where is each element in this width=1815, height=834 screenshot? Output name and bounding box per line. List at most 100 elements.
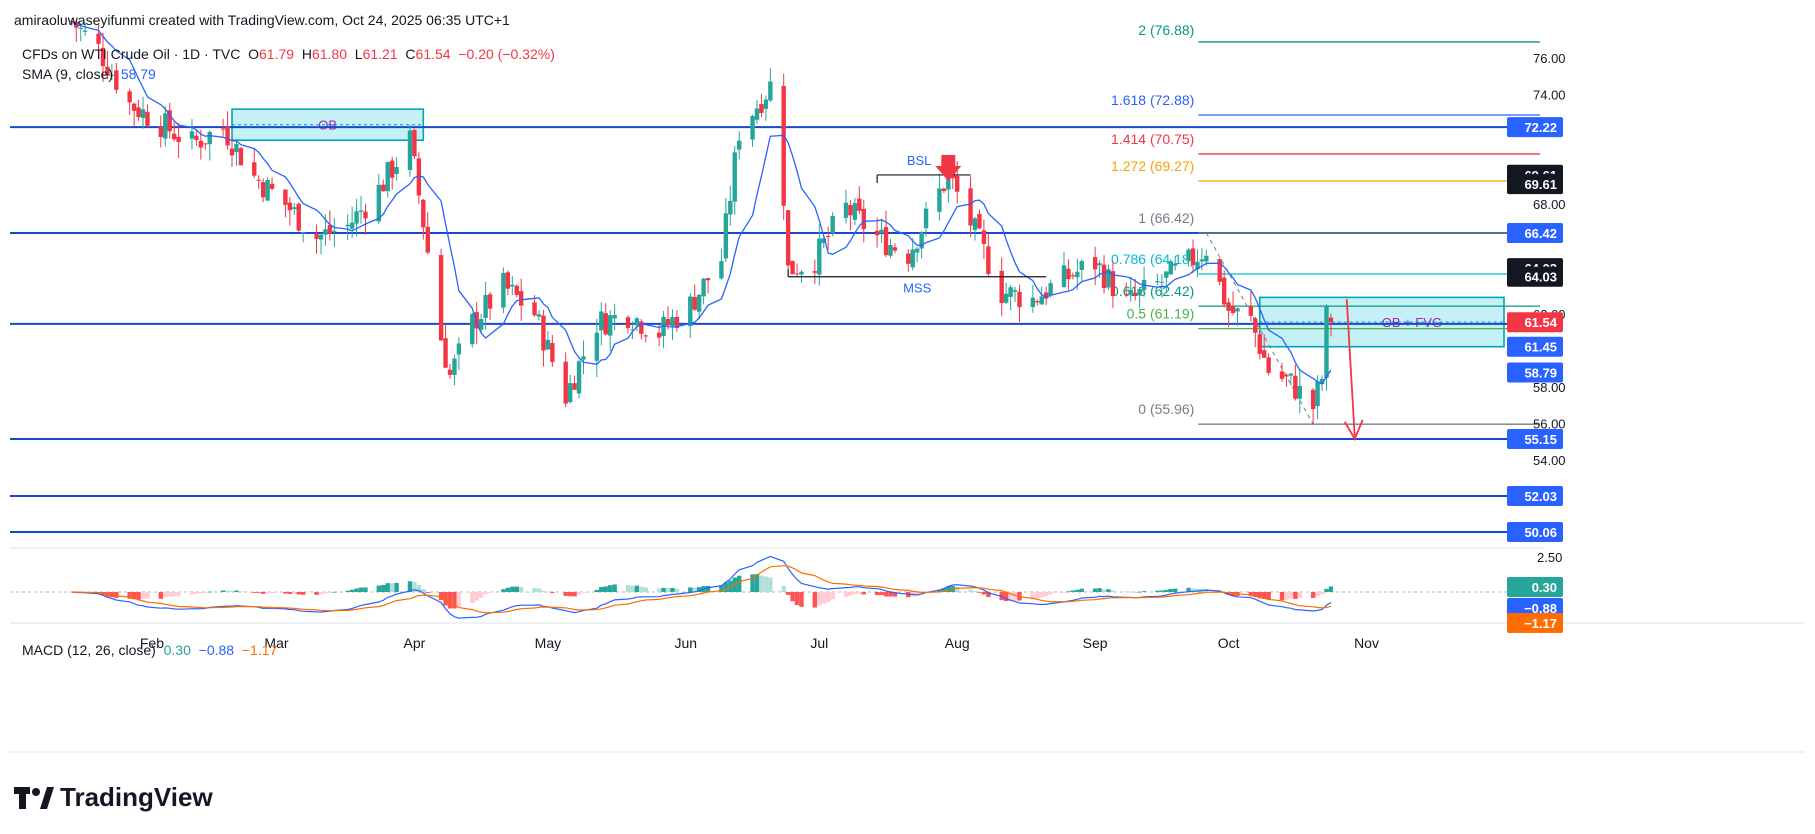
price-axis-badge (1507, 522, 1563, 543)
macd-histogram-bar (358, 587, 364, 592)
macd-histogram-bar (799, 592, 804, 607)
candle-body (225, 126, 230, 146)
candle-body (389, 160, 395, 178)
macd-histogram-bar (300, 592, 306, 595)
macd-axis-badge-label: −1.17 (1524, 616, 1557, 631)
price-axis-badge-label: 64.03 (1524, 270, 1557, 285)
candle-body (719, 261, 724, 279)
macd-histogram-bar (1128, 591, 1133, 593)
candle-body (1128, 289, 1133, 295)
macd-histogram-bar (883, 592, 889, 597)
price-axis-badge (1507, 429, 1563, 449)
macd-axis-badge (1507, 613, 1563, 633)
candle-body (572, 383, 577, 390)
candle-body (394, 167, 399, 174)
macd-histogram-bar (1106, 589, 1111, 592)
candle-body (252, 162, 257, 176)
candle-body (300, 232, 306, 234)
macd-histogram-bar (821, 592, 826, 604)
candle-body (358, 210, 364, 212)
candle-body (100, 47, 106, 67)
candle-body (505, 272, 511, 289)
macd-histogram-bar (639, 586, 644, 592)
macd-histogram-bar (1315, 592, 1320, 597)
macd-histogram-bar (817, 592, 822, 606)
candle-body (955, 175, 960, 192)
candle-body (550, 343, 555, 362)
candle-body (923, 208, 929, 229)
macd-histogram-bar (1048, 592, 1053, 595)
candle-body (576, 361, 582, 394)
macd-histogram-bar (625, 585, 631, 592)
candle-body (425, 226, 430, 253)
candle-body (1164, 271, 1169, 278)
macd-histogram-bar (385, 583, 390, 592)
candle-body (1137, 289, 1142, 296)
open-value: 61.79 (259, 46, 295, 62)
candle-body (1173, 263, 1178, 266)
candle-body (1297, 385, 1302, 399)
macd-axis-badge-label: 0.30 (1532, 580, 1557, 595)
macd-histogram-bar (785, 592, 791, 595)
candle-body (109, 74, 115, 76)
candle-body (145, 111, 150, 126)
macd-histogram-bar (1092, 588, 1098, 592)
candle-body (883, 227, 889, 256)
candle-body (857, 198, 862, 211)
zones-layer: OB OB + FVG (231, 108, 1505, 348)
candle-body (234, 143, 239, 153)
candle-body (607, 315, 613, 336)
macd-histogram-bar (1279, 592, 1285, 601)
macd-histogram-bar (981, 592, 987, 595)
macd-histogram-bar (1324, 588, 1329, 592)
macd-histogram-bar (1079, 588, 1084, 592)
macd-histogram-bar (581, 592, 586, 593)
candle-body (634, 318, 640, 326)
macd-histogram-bar (1284, 592, 1289, 600)
candle-body (536, 314, 542, 317)
macd-histogram-bar (688, 587, 693, 592)
candle-body (136, 107, 141, 118)
candle-body (131, 103, 137, 111)
candle-body (1017, 291, 1022, 308)
macd-histogram-bar (843, 592, 849, 597)
macd-histogram-bar (634, 585, 640, 592)
candle-body (825, 236, 831, 238)
macd-histogram-bar (487, 592, 493, 593)
candle-body (265, 180, 270, 201)
macd-histogram-bar (656, 588, 662, 592)
candle-body (470, 314, 475, 345)
macd-histogram-bar (977, 592, 982, 593)
bearish-arrow-icon (935, 155, 962, 181)
candle-body (665, 319, 671, 326)
candle-body (82, 30, 88, 32)
macd-y-tick-label: 2.50 (1537, 550, 1562, 565)
tradingview-logo[interactable]: TradingView (14, 782, 213, 813)
candle-body (1043, 292, 1049, 299)
fib-level-label: 0.5 (61.19) (1127, 306, 1195, 322)
candle-body (848, 205, 853, 216)
candle-body (292, 207, 297, 210)
macd-histogram-bar (456, 592, 462, 607)
macd-histogram-bar (1257, 592, 1262, 599)
macd-histogram-bar (594, 589, 600, 592)
macd-histogram-bar (1168, 588, 1173, 592)
macd-histogram-bar (376, 585, 382, 592)
macd-histogram-bar (1066, 591, 1071, 593)
price-axis-badge-label: 69.61 (1524, 177, 1557, 192)
candle-body (269, 183, 275, 189)
candle-body (812, 271, 818, 273)
price-axis-badge-label: 61.54 (1524, 315, 1557, 330)
candle-body (692, 296, 697, 310)
macd-histogram-bar (852, 592, 858, 595)
candle-body (790, 260, 795, 275)
candle-body (750, 116, 755, 140)
macd-histogram-bar (794, 592, 800, 606)
order-block-label: OB (318, 118, 337, 133)
price-axis-badge (1507, 266, 1563, 287)
macd-histogram-bar (501, 589, 506, 592)
macd-histogram-bar (572, 592, 577, 597)
macd-histogram-bar (292, 592, 297, 594)
axis-layer: Feb Mar Apr May Jun Jul Aug Sep Oct Nov 76.00 74.00… (10, 51, 1805, 753)
